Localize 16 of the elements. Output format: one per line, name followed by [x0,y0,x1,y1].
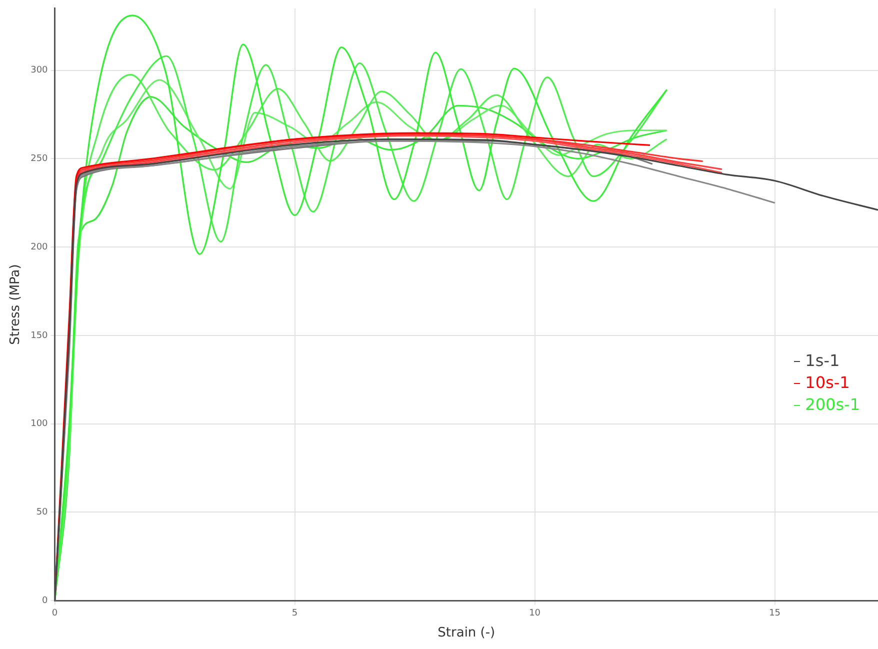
y-tick-label: 250 [30,154,48,164]
y-tick-label: 200 [30,242,48,252]
legend-label: 10s-1 [805,372,850,394]
x-tick-label: 5 [292,608,298,618]
y-tick-label: 0 [42,596,48,606]
legend-label: 1s-1 [805,350,840,372]
y-tick-label: 150 [30,330,48,341]
y-tick-label: 100 [30,419,48,430]
x-tick-label: 10 [529,608,541,618]
x-tick-label: 15 [769,608,781,618]
y-axis-title: Stress (MPa) [8,264,24,345]
legend-label: 200s-1 [805,394,860,416]
y-tick-label: 300 [30,66,48,76]
x-axis-title: Strain (-) [438,626,496,641]
y-tick-label: 50 [36,508,48,518]
x-tick-label: 0 [52,608,58,618]
